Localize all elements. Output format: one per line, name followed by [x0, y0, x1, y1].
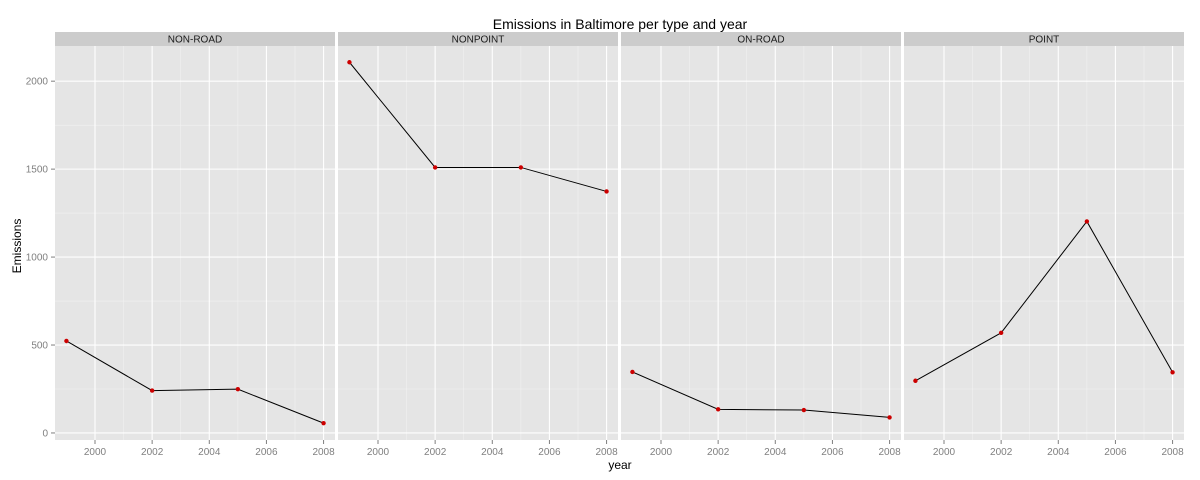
- facet-strip: [621, 32, 901, 46]
- x-tick-label: 2006: [1104, 447, 1127, 458]
- plot-layer: NON-ROAD 2000 2002 2004 2006 2008 NONPOINT 2000…: [26, 32, 1184, 458]
- data-point: [64, 338, 69, 344]
- y-tick-label: 2000: [26, 77, 49, 88]
- y-tick-label: 1000: [26, 253, 49, 264]
- panel-background: [621, 46, 901, 440]
- facet-strip: [338, 32, 618, 46]
- panel-background: [338, 46, 618, 440]
- facet-panel-non-road: NON-ROAD 2000 2002 2004 2006 2008: [55, 32, 335, 458]
- series-line: [915, 220, 1174, 382]
- x-tick-label: 2008: [312, 447, 335, 458]
- data-point: [347, 60, 352, 65]
- data-point: [604, 189, 609, 194]
- data-point: [149, 388, 155, 393]
- x-tick-label: 2004: [198, 447, 221, 458]
- x-tick-label: 2008: [1161, 447, 1184, 458]
- data-point: [715, 407, 721, 412]
- x-tick-label: 2004: [481, 447, 504, 458]
- x-tick-label: 2006: [538, 447, 561, 458]
- data-point: [235, 386, 241, 392]
- panel-background: [904, 46, 1184, 440]
- panel-background: [55, 46, 335, 440]
- data-point: [321, 420, 326, 426]
- y-axis: 0 500 1000 1500 2000: [26, 77, 55, 439]
- data-point: [998, 330, 1004, 336]
- x-tick-label: 2006: [821, 447, 844, 458]
- y-axis-title: Emissions: [10, 219, 24, 274]
- x-tick-label: 2000: [367, 447, 390, 458]
- data-point: [913, 378, 918, 383]
- y-tick-label: 500: [31, 341, 48, 352]
- chart-title: Emissions in Baltimore per type and year: [493, 16, 748, 32]
- facet-strip: [55, 32, 335, 46]
- x-tick-label: 2008: [595, 447, 618, 458]
- data-point: [1084, 219, 1090, 224]
- facet-strip-label: NONPOINT: [452, 35, 505, 46]
- x-axis-title: year: [608, 458, 631, 472]
- x-tick-label: 2004: [764, 447, 787, 458]
- facet-panel-nonpoint: NONPOINT 2000 2002 2004 2006 2008: [338, 32, 618, 458]
- facet-strip: [904, 32, 1184, 46]
- x-tick-label: 2000: [933, 447, 956, 458]
- y-tick-label: 1500: [26, 165, 49, 176]
- x-tick-label: 2002: [990, 447, 1013, 458]
- facet-panel-point: POINT 2000 2002 2004 2006 2008: [904, 32, 1184, 458]
- x-tick-label: 2002: [141, 447, 164, 458]
- x-tick-label: 2002: [707, 447, 730, 458]
- x-tick-label: 2004: [1047, 447, 1070, 458]
- series-line: [66, 340, 324, 424]
- data-point: [887, 415, 892, 420]
- x-tick-label: 2008: [878, 447, 901, 458]
- x-tick-label: 2000: [84, 447, 107, 458]
- data-point: [801, 407, 807, 413]
- x-tick-label: 2000: [650, 447, 673, 458]
- facet-strip-label: ON-ROAD: [737, 35, 784, 46]
- data-point: [1170, 370, 1175, 375]
- x-tick-label: 2006: [255, 447, 278, 458]
- facet-strip-label: POINT: [1029, 35, 1060, 46]
- data-point: [518, 165, 524, 170]
- series-line: [632, 371, 890, 418]
- series-line: [349, 61, 607, 192]
- data-point: [630, 369, 635, 375]
- data-point: [432, 165, 438, 170]
- y-tick-label: 0: [42, 428, 48, 439]
- facet-panel-on-road: ON-ROAD 2000 2002 2004 2006 2008: [621, 32, 901, 458]
- x-tick-label: 2002: [424, 447, 447, 458]
- facet-strip-label: NON-ROAD: [168, 35, 222, 46]
